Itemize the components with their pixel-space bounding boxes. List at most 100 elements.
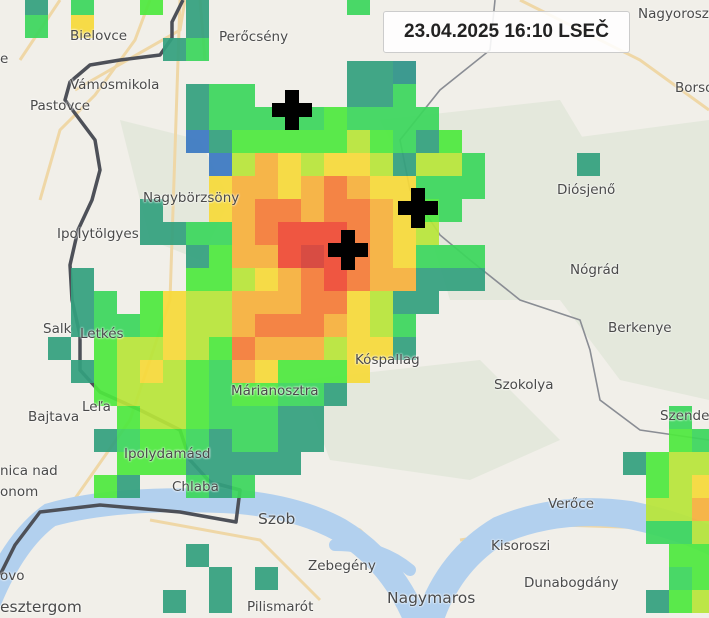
radar-cell: [186, 544, 209, 567]
cross-icon[interactable]: [398, 188, 438, 228]
radar-cell: [347, 291, 370, 314]
radar-cell: [255, 153, 278, 176]
radar-cell: [669, 567, 692, 590]
place-label: Ipolydamásd: [124, 446, 211, 462]
radar-cell: [71, 15, 94, 38]
radar-cell: [278, 360, 301, 383]
radar-cell: [577, 153, 600, 176]
radar-cell: [163, 222, 186, 245]
radar-cell: [278, 153, 301, 176]
radar-cell: [117, 383, 140, 406]
radar-cell: [301, 360, 324, 383]
radar-cell: [209, 84, 232, 107]
radar-cell: [278, 383, 301, 406]
radar-cell: [186, 406, 209, 429]
radar-cell: [370, 153, 393, 176]
radar-cell: [416, 153, 439, 176]
radar-cell: [278, 176, 301, 199]
radar-cell: [370, 314, 393, 337]
place-label: Bajtava: [28, 409, 80, 425]
radar-cell: [347, 61, 370, 84]
radar-cell: [278, 429, 301, 452]
radar-cell: [301, 314, 324, 337]
place-label: Nagybörzsöny: [143, 190, 240, 206]
radar-cell: [163, 291, 186, 314]
radar-cell: [163, 38, 186, 61]
radar-cell: [163, 337, 186, 360]
radar-cell: [140, 222, 163, 245]
radar-cell: [186, 0, 209, 15]
place-label: Salk: [43, 321, 72, 337]
place-label: Chlaba: [172, 479, 219, 495]
radar-cell: [393, 153, 416, 176]
radar-cell: [255, 406, 278, 429]
radar-cell: [232, 475, 255, 498]
radar-cell: [324, 291, 347, 314]
radar-cell: [416, 291, 439, 314]
radar-cell: [186, 475, 209, 498]
radar-cell: [163, 314, 186, 337]
radar-cell: [278, 314, 301, 337]
place-label: Letkés: [80, 326, 124, 342]
timestamp-label: 23.04.2025 16:10 LSEČ: [383, 11, 630, 53]
radar-cell: [347, 84, 370, 107]
radar-cell: [232, 130, 255, 153]
radar-cell: [347, 0, 370, 15]
radar-cell: [278, 245, 301, 268]
radar-cell: [278, 199, 301, 222]
radar-cell: [301, 199, 324, 222]
radar-cell: [71, 268, 94, 291]
radar-cell: [140, 199, 163, 222]
radar-cell: [669, 475, 692, 498]
radar-cell: [186, 314, 209, 337]
radar-cell: [692, 521, 709, 544]
radar-cell: [232, 245, 255, 268]
radar-cell: [255, 245, 278, 268]
radar-cell: [140, 406, 163, 429]
place-label: esztergom: [0, 598, 82, 616]
radar-cell: [301, 245, 324, 268]
radar-cell: [209, 429, 232, 452]
radar-cell: [186, 38, 209, 61]
radar-cell: [646, 521, 669, 544]
radar-cell: [71, 291, 94, 314]
radar-cell: [25, 15, 48, 38]
radar-cell: [301, 429, 324, 452]
radar-cell: [278, 337, 301, 360]
radar-cell: [255, 314, 278, 337]
radar-cell: [186, 429, 209, 452]
radar-cell: [393, 337, 416, 360]
cross-icon[interactable]: [272, 90, 312, 130]
radar-cell: [209, 153, 232, 176]
radar-cell: [209, 130, 232, 153]
place-label: Ipolytölgyes: [57, 226, 139, 242]
radar-cell: [370, 337, 393, 360]
radar-cell: [255, 268, 278, 291]
radar-cell: [669, 429, 692, 452]
radar-cell: [324, 383, 347, 406]
place-label: Perőcsény: [219, 29, 289, 45]
place-label: Verőce: [548, 496, 595, 512]
place-label: Kóspallag: [355, 352, 420, 368]
radar-cell: [370, 291, 393, 314]
radar-cell: [255, 176, 278, 199]
place-label: Pastovce: [30, 98, 91, 114]
radar-cell: [393, 176, 416, 199]
cross-icon[interactable]: [328, 230, 368, 270]
radar-cell: [186, 360, 209, 383]
radar-cell: [94, 475, 117, 498]
radar-cell: [301, 406, 324, 429]
radar-cell: [209, 406, 232, 429]
radar-cell: [94, 383, 117, 406]
radar-cell: [324, 130, 347, 153]
radar-cell: [209, 268, 232, 291]
radar-cell: [232, 360, 255, 383]
radar-cell: [393, 222, 416, 245]
radar-cell: [117, 429, 140, 452]
radar-cell: [117, 360, 140, 383]
radar-cell: [186, 15, 209, 38]
radar-cell: [462, 245, 485, 268]
radar-cell: [370, 107, 393, 130]
radar-cell: [209, 245, 232, 268]
place-label: Nagymaros: [387, 589, 476, 607]
